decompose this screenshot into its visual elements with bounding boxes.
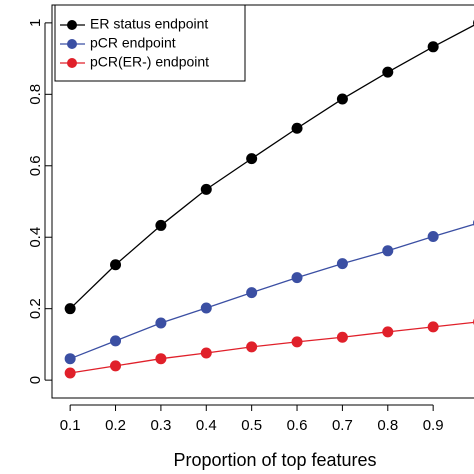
- y-tick-label: 0: [27, 376, 44, 384]
- data-point: [291, 272, 303, 284]
- data-point: [336, 331, 348, 343]
- data-point: [427, 41, 439, 53]
- data-point: [246, 287, 258, 299]
- data-point: [110, 259, 122, 271]
- data-point: [382, 245, 394, 257]
- legend-marker: [67, 39, 77, 49]
- data-point: [382, 66, 394, 78]
- x-tick-label: 0.9: [423, 417, 444, 434]
- data-point: [291, 122, 303, 134]
- x-tick-label: 0.3: [150, 417, 171, 434]
- y-tick-label: 0.4: [27, 227, 44, 248]
- x-tick-label: 0.2: [105, 417, 126, 434]
- x-tick-label: 0.1: [60, 417, 81, 434]
- x-tick-label: 0.5: [241, 417, 262, 434]
- data-point: [246, 153, 258, 165]
- data-point: [291, 336, 303, 348]
- x-tick-label: 0.4: [196, 417, 217, 434]
- data-point: [64, 303, 76, 315]
- data-point: [336, 258, 348, 270]
- data-point: [155, 317, 167, 329]
- data-point: [110, 335, 122, 347]
- data-point: [427, 321, 439, 333]
- data-point: [336, 93, 348, 105]
- data-point: [427, 231, 439, 243]
- data-point: [64, 353, 76, 365]
- legend-label: pCR(ER-) endpoint: [90, 54, 209, 70]
- series-line: [69, 24, 474, 310]
- legend-marker: [67, 20, 77, 30]
- x-tick-label: 0.8: [377, 417, 398, 434]
- data-point: [200, 347, 212, 359]
- x-axis-title: Proportion of top features: [173, 450, 376, 470]
- legend-label: ER status endpoint: [90, 16, 208, 32]
- data-point: [200, 183, 212, 195]
- x-tick-label: 0.6: [287, 417, 308, 434]
- y-tick-label: 0.2: [27, 298, 44, 319]
- series-line: [70, 321, 474, 374]
- series-line: [69, 223, 474, 360]
- y-tick-label: 1: [27, 19, 44, 27]
- data-point: [155, 353, 167, 365]
- data-point: [382, 326, 394, 338]
- plot-area: [64, 19, 474, 379]
- x-tick-label: 0.7: [332, 417, 353, 434]
- data-point: [64, 367, 76, 379]
- data-point: [155, 219, 167, 231]
- data-point: [110, 360, 122, 372]
- y-tick-label: 0.6: [27, 155, 44, 176]
- legend-label: pCR endpoint: [90, 35, 176, 51]
- data-point: [200, 302, 212, 314]
- plot-frame: [51, 4, 474, 399]
- data-point: [246, 341, 258, 353]
- legend-box: [54, 4, 246, 82]
- y-tick-label: 0.8: [27, 84, 44, 105]
- legend-marker: [67, 58, 77, 68]
